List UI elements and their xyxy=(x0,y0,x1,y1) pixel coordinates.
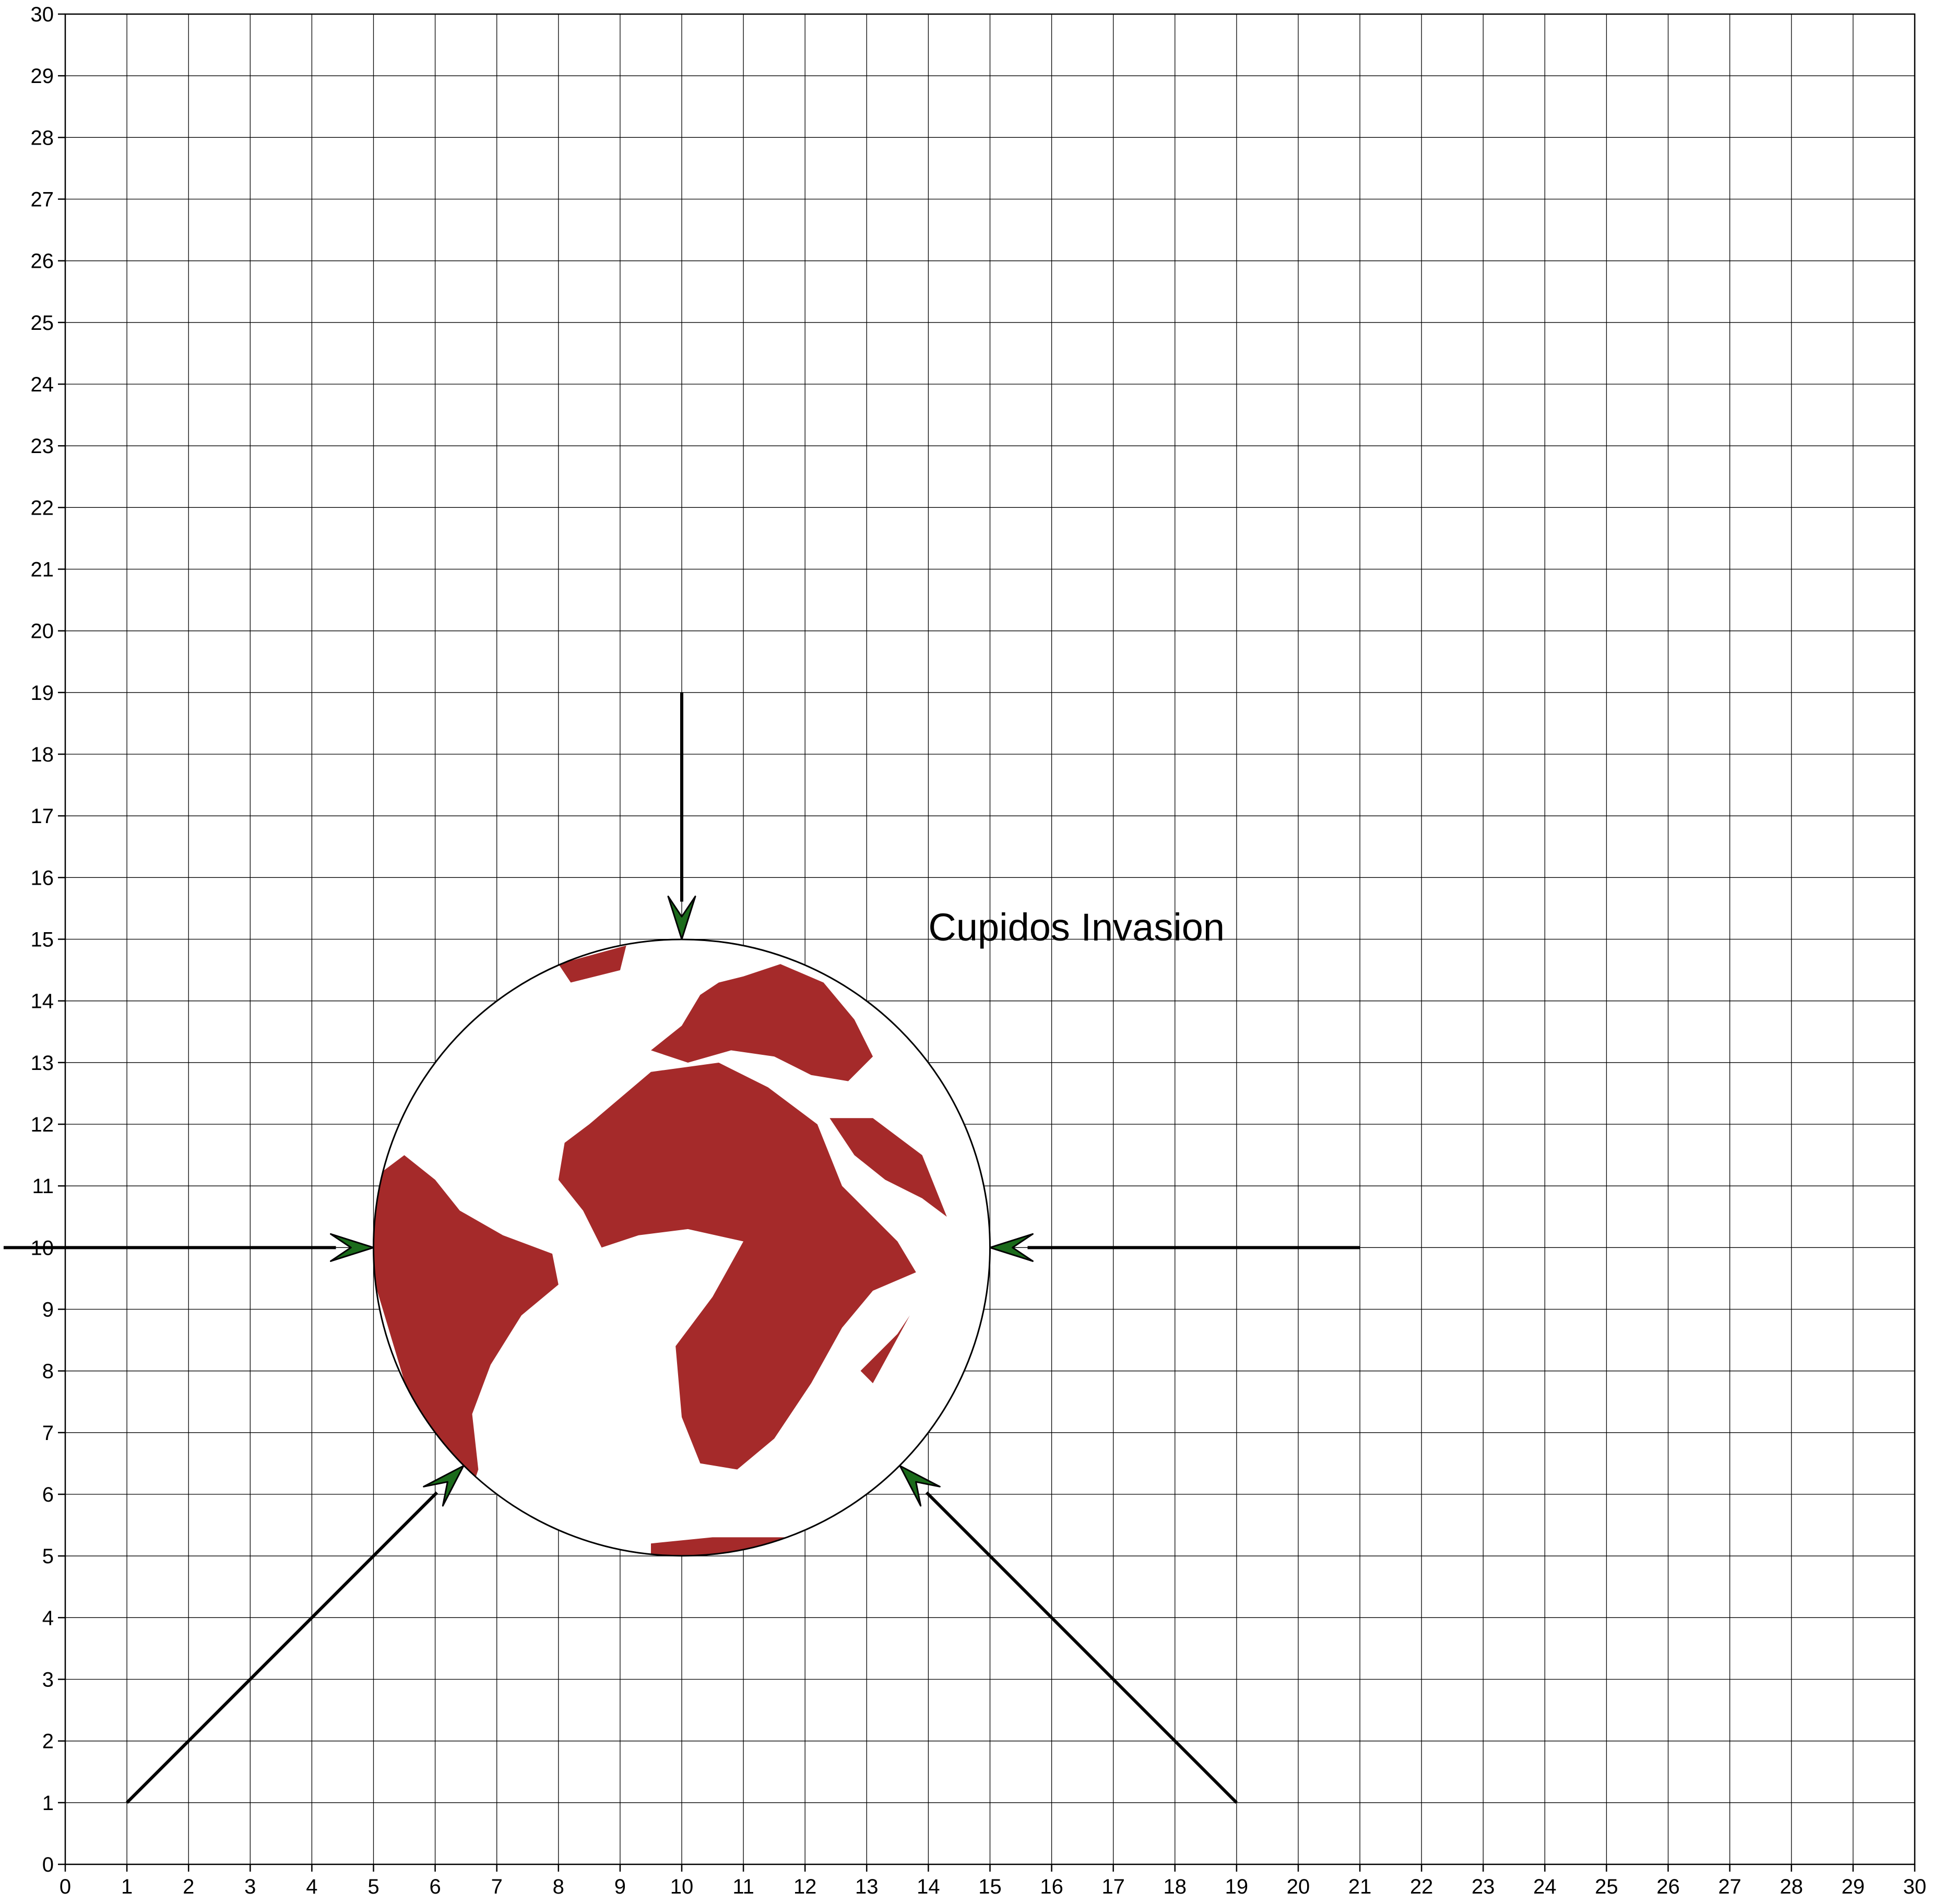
x-tick-label: 28 xyxy=(1780,1875,1804,1898)
y-tick-label: 22 xyxy=(31,496,54,519)
axes: 0 1 2 3 4 5 6 7 8 9 10 11 12 13 14 15 16 17 18 19 20 21 22 23 24… xyxy=(31,3,1927,1898)
x-tick-label: 12 xyxy=(793,1875,817,1898)
y-tick-label: 29 xyxy=(31,65,54,88)
y-tick-label: 3 xyxy=(42,1669,54,1692)
y-tick-label: 13 xyxy=(31,1052,54,1075)
x-tick-label: 23 xyxy=(1472,1875,1495,1898)
y-tick-label: 30 xyxy=(31,3,54,26)
x-tick-label: 26 xyxy=(1656,1875,1680,1898)
arrow-top-head xyxy=(667,896,696,940)
y-tick-label: 11 xyxy=(32,1175,54,1198)
annotation-cupidos-invasion: Cupidos Invasion xyxy=(928,906,1225,949)
y-tick-label: 27 xyxy=(31,188,54,211)
y-tick-label: 7 xyxy=(42,1422,54,1445)
globe xyxy=(373,938,991,1557)
x-tick-label: 5 xyxy=(367,1875,379,1898)
x-tick-label: 15 xyxy=(978,1875,1002,1898)
y-tick-label: 14 xyxy=(31,990,54,1013)
y-tick-label: 2 xyxy=(42,1730,54,1753)
x-tick-label: 29 xyxy=(1842,1875,1865,1898)
arrow-right-head xyxy=(989,1233,1034,1262)
y-tick-label: 25 xyxy=(31,312,54,335)
y-tick-label: 5 xyxy=(42,1545,54,1568)
arrow-left-head xyxy=(330,1233,374,1262)
y-tick-label: 0 xyxy=(42,1853,54,1876)
arrow-lower-right-shaft xyxy=(925,1491,1238,1804)
y-tick-label: 9 xyxy=(42,1299,54,1322)
y-tick-label: 26 xyxy=(31,250,54,273)
x-tick-label: 13 xyxy=(855,1875,879,1898)
y-tick-label: 28 xyxy=(31,126,54,149)
x-tick-label: 1 xyxy=(121,1875,133,1898)
y-tick-label: 4 xyxy=(42,1606,54,1629)
europe-shape xyxy=(651,964,873,1081)
x-tick-label: 11 xyxy=(732,1875,754,1898)
x-tick-label: 18 xyxy=(1164,1875,1187,1898)
x-tick-label: 10 xyxy=(670,1875,694,1898)
y-tick-label: 24 xyxy=(31,373,54,396)
x-tick-label: 20 xyxy=(1287,1875,1310,1898)
y-tick-label: 21 xyxy=(31,558,54,581)
greenland-shape xyxy=(558,945,626,983)
arrow-right xyxy=(989,1233,1360,1262)
arrow-lower-left-shaft xyxy=(125,1491,438,1804)
arrows xyxy=(3,692,1360,1804)
y-tick-label: 17 xyxy=(31,805,54,828)
y-tick-label: 18 xyxy=(31,743,54,766)
x-tick-label: 9 xyxy=(614,1875,626,1898)
y-tick-label: 6 xyxy=(42,1483,54,1506)
y-tick-label: 1 xyxy=(42,1792,54,1815)
arrow-lower-right-head xyxy=(899,1465,941,1507)
x-tick-label: 3 xyxy=(244,1875,256,1898)
grid xyxy=(65,14,1915,1865)
arrow-left xyxy=(3,1233,374,1262)
arrow-lower-right xyxy=(899,1465,1238,1804)
x-tick-label: 6 xyxy=(429,1875,441,1898)
arrow-lower-left-head xyxy=(423,1465,465,1507)
x-tick-label: 21 xyxy=(1348,1875,1372,1898)
arabia-shape xyxy=(829,1118,947,1217)
y-tick-label: 15 xyxy=(31,929,54,951)
madagascar-shape xyxy=(860,1315,910,1384)
x-tick-label: 14 xyxy=(917,1875,940,1898)
x-tick-label: 30 xyxy=(1903,1875,1927,1898)
x-tick-label: 25 xyxy=(1595,1875,1618,1898)
x-tick-label: 17 xyxy=(1101,1875,1125,1898)
arrow-lower-left xyxy=(125,1465,465,1804)
y-tick-label: 8 xyxy=(42,1360,54,1383)
x-tick-label: 2 xyxy=(183,1875,194,1898)
y-tick-label: 12 xyxy=(31,1113,54,1136)
x-tick-label: 8 xyxy=(553,1875,564,1898)
y-tick-label: 23 xyxy=(31,435,54,458)
x-tick-label: 0 xyxy=(60,1875,71,1898)
x-tick-label: 24 xyxy=(1533,1875,1557,1898)
x-tick-label: 7 xyxy=(491,1875,503,1898)
arrow-top xyxy=(667,692,696,940)
x-tick-label: 27 xyxy=(1718,1875,1741,1898)
antarctica-shape xyxy=(651,1525,836,1556)
x-tick-label: 19 xyxy=(1225,1875,1249,1898)
x-tick-label: 22 xyxy=(1410,1875,1433,1898)
africa-shape xyxy=(558,1063,916,1470)
x-tick-label: 16 xyxy=(1040,1875,1063,1898)
globe-disc xyxy=(373,939,990,1556)
x-tick-label: 4 xyxy=(306,1875,317,1898)
y-tick-label: 20 xyxy=(31,620,54,643)
y-tick-label: 16 xyxy=(31,866,54,889)
y-tick-label: 19 xyxy=(31,682,54,705)
